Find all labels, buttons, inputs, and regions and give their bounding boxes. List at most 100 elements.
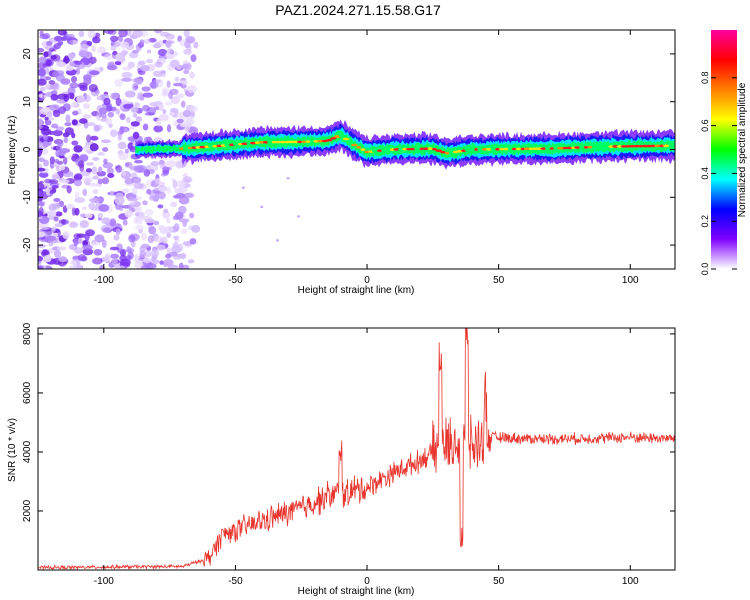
noise-blob (140, 64, 150, 72)
noise-blob (154, 30, 163, 34)
noise-blob (144, 250, 153, 258)
noise-blob (74, 60, 82, 65)
noise-blob (124, 209, 133, 218)
noise-blob (69, 82, 79, 89)
noise-blob (79, 213, 86, 218)
noise-blob (166, 80, 171, 88)
noise-blob (50, 93, 59, 101)
noise-blob (134, 212, 140, 217)
noise-blob (180, 252, 187, 260)
noise-blob (92, 157, 100, 161)
noise-blob (126, 246, 132, 253)
noise-blob (107, 172, 115, 179)
noise-blob (38, 157, 45, 163)
ridge-core (187, 146, 193, 150)
noise-blob (119, 41, 130, 48)
noise-blob (96, 95, 103, 101)
noise-blob (134, 102, 140, 108)
noise-blob (38, 118, 44, 126)
noise-blob (56, 246, 67, 251)
ridge-core (413, 147, 422, 151)
ridge-core (645, 144, 653, 148)
noise-blob (74, 247, 84, 254)
ridge-core (325, 138, 333, 142)
spectrogram-ridge (135, 119, 675, 170)
ridge-core (565, 146, 573, 150)
noise-blob (100, 139, 111, 144)
noise-blob (173, 223, 180, 232)
noise-blob (148, 169, 155, 175)
noise-blob (146, 188, 152, 195)
noise-blob (38, 206, 44, 215)
noise-blob (89, 70, 100, 76)
noise-blob (40, 225, 49, 231)
noise-blob (157, 204, 164, 209)
noise-blob (166, 160, 177, 168)
noise-blob (53, 216, 59, 222)
noise-blob (39, 34, 49, 40)
noise-blob (144, 208, 154, 216)
ridge-core (523, 147, 531, 151)
noise-blob (54, 158, 59, 164)
noise-blob (94, 234, 105, 243)
spectrogram-x-tick-label: -50 (228, 275, 243, 286)
noise-blob (152, 79, 162, 84)
noise-blob (66, 33, 75, 39)
noise-blob (66, 65, 74, 71)
noise-blob (38, 93, 43, 98)
noise-blob (51, 123, 59, 129)
noise-blob (184, 192, 195, 199)
noise-blob (79, 118, 88, 124)
ridge-core (427, 147, 433, 150)
noise-blob (133, 165, 144, 173)
noise-blob (63, 31, 68, 37)
spectrogram-x-tick-label: 50 (493, 275, 505, 286)
noise-blob (169, 111, 176, 117)
noise-blob (121, 77, 133, 82)
noise-blob (61, 219, 66, 225)
noise-blob (158, 114, 170, 122)
noise-blob (140, 265, 150, 269)
noise-blob (131, 176, 142, 184)
noise-blob (159, 260, 164, 265)
noise-blob (119, 258, 131, 267)
snr-x-tick-label: -100 (94, 576, 114, 587)
noise-blob (81, 206, 88, 211)
ridge-core (284, 140, 290, 144)
spectrogram-y-tick-label: 0 (22, 146, 33, 152)
noise-blob (62, 231, 70, 240)
noise-blob (186, 85, 197, 93)
noise-blob (118, 152, 129, 161)
noise-blob (69, 265, 80, 269)
noise-blob (119, 265, 125, 269)
ridge-core (360, 148, 366, 151)
noise-blob (141, 243, 150, 249)
noise-blob (150, 161, 160, 166)
noise-blob (38, 68, 47, 77)
noise-blob (165, 33, 175, 40)
noise-blob (139, 39, 145, 45)
noise-blob (142, 92, 154, 98)
noise-blob (130, 106, 137, 113)
noise-blob (120, 50, 127, 58)
noise-blob (140, 232, 148, 241)
spectrogram-x-axis-label: Height of straight line (km) (298, 285, 415, 296)
noise-blob (132, 30, 144, 38)
noise-blob (78, 30, 85, 38)
spectrogram-y-tick-label: 20 (22, 48, 33, 60)
colorbar-tick-label: 0.8 (700, 72, 710, 85)
ridge-core (419, 147, 425, 151)
ridge-core (583, 145, 589, 149)
ridge-core (499, 147, 505, 151)
noise-blob (44, 116, 49, 121)
ridge-core (662, 144, 670, 148)
noise-blob (156, 73, 167, 78)
noise-blob (38, 141, 44, 149)
noise-blob (88, 202, 95, 210)
noise-blob (89, 135, 99, 141)
noise-blob (83, 74, 92, 81)
noise-blob (119, 113, 126, 121)
noise-blob (190, 54, 197, 62)
